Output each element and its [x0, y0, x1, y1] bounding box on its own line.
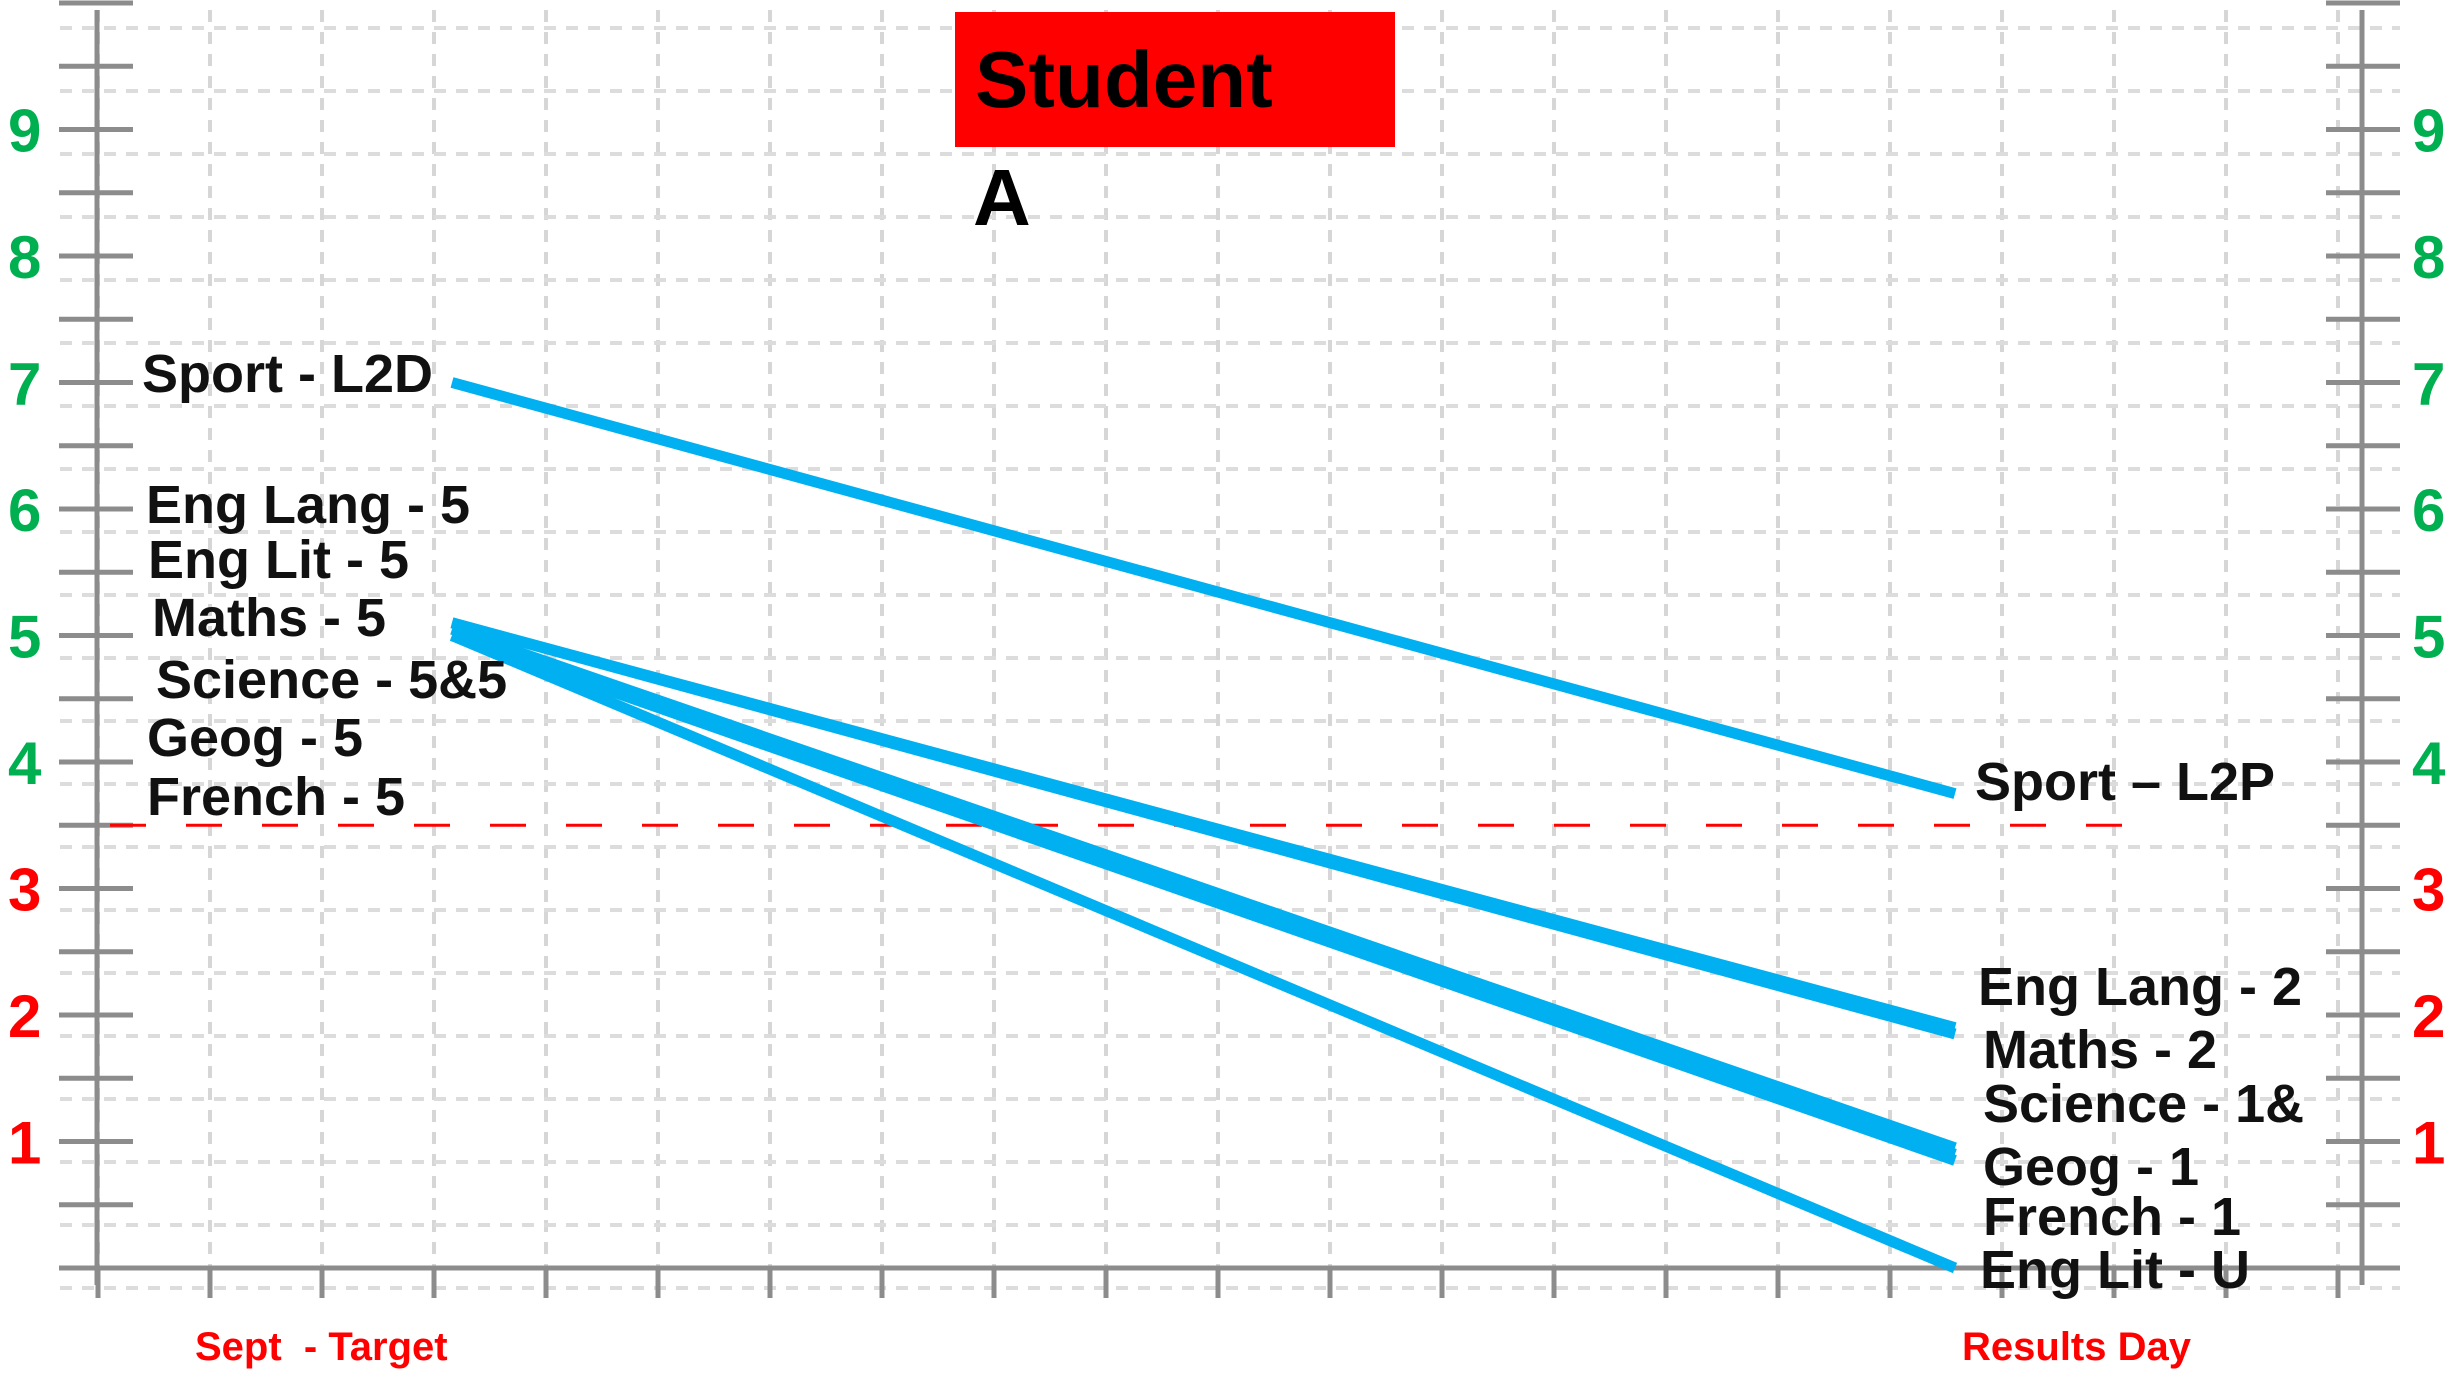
start-label: Eng Lang - 5 [146, 475, 470, 535]
y-tick-label: 5 [8, 604, 41, 671]
chart-title: Student A [955, 12, 1395, 242]
y-tick-label: 4 [2412, 730, 2446, 797]
title-box [955, 12, 1395, 147]
start-label: Sport - L2D [142, 344, 433, 404]
series-line [450, 630, 1957, 1166]
start-label: Maths - 5 [152, 588, 386, 648]
series-line [449, 630, 1958, 1274]
series-lines [449, 377, 1958, 1274]
start-label: Science - 5&5 [156, 650, 507, 710]
end-label: Eng Lit - U [1980, 1240, 2250, 1300]
series-line [450, 617, 1957, 1040]
title-line-2: A [973, 153, 1031, 242]
end-label: Maths - 2 [1983, 1020, 2217, 1080]
y-tick-label: 2 [2412, 983, 2445, 1050]
y-tick-label: 4 [8, 730, 42, 797]
x-label-start: Sept - Target [195, 1325, 448, 1369]
x-label-end: Results Day [1962, 1325, 2192, 1369]
y-tick-label: 9 [2412, 98, 2445, 165]
y-tick-label: 5 [2412, 604, 2445, 671]
y-tick-label: 3 [8, 857, 41, 924]
y-tick-label: 1 [8, 1110, 41, 1177]
y-tick-label: 9 [8, 98, 41, 165]
y-tick-label: 7 [2412, 351, 2445, 418]
y-tick-label: 1 [2412, 1110, 2445, 1177]
title-line-1: Student [975, 35, 1273, 124]
end-label: French - 1 [1983, 1187, 2241, 1247]
start-label: Eng Lit - 5 [148, 530, 409, 590]
y-ticks-right: 1 2 3 4 5 6 7 8 9 [2412, 98, 2446, 1177]
series-line [450, 623, 1957, 1154]
end-label: Sport – L2P [1975, 752, 2275, 812]
series-line [450, 377, 1957, 799]
end-label: Geog - 1 [1983, 1137, 2199, 1197]
axes [59, 0, 2400, 1298]
start-label: French - 5 [147, 767, 405, 827]
y-tick-label: 6 [8, 477, 41, 544]
y-tick-label: 2 [8, 983, 41, 1050]
y-tick-label: 6 [2412, 477, 2445, 544]
start-label: Geog - 5 [147, 708, 363, 768]
y-tick-label: 7 [8, 351, 41, 418]
y-tick-label: 8 [8, 224, 41, 291]
y-ticks-left: 1 2 3 4 5 6 7 8 9 [8, 98, 42, 1177]
end-label: Science - 1& [1983, 1074, 2304, 1134]
y-tick-label: 8 [2412, 224, 2445, 291]
end-label: Eng Lang - 2 [1978, 957, 2302, 1017]
y-tick-label: 3 [2412, 857, 2445, 924]
